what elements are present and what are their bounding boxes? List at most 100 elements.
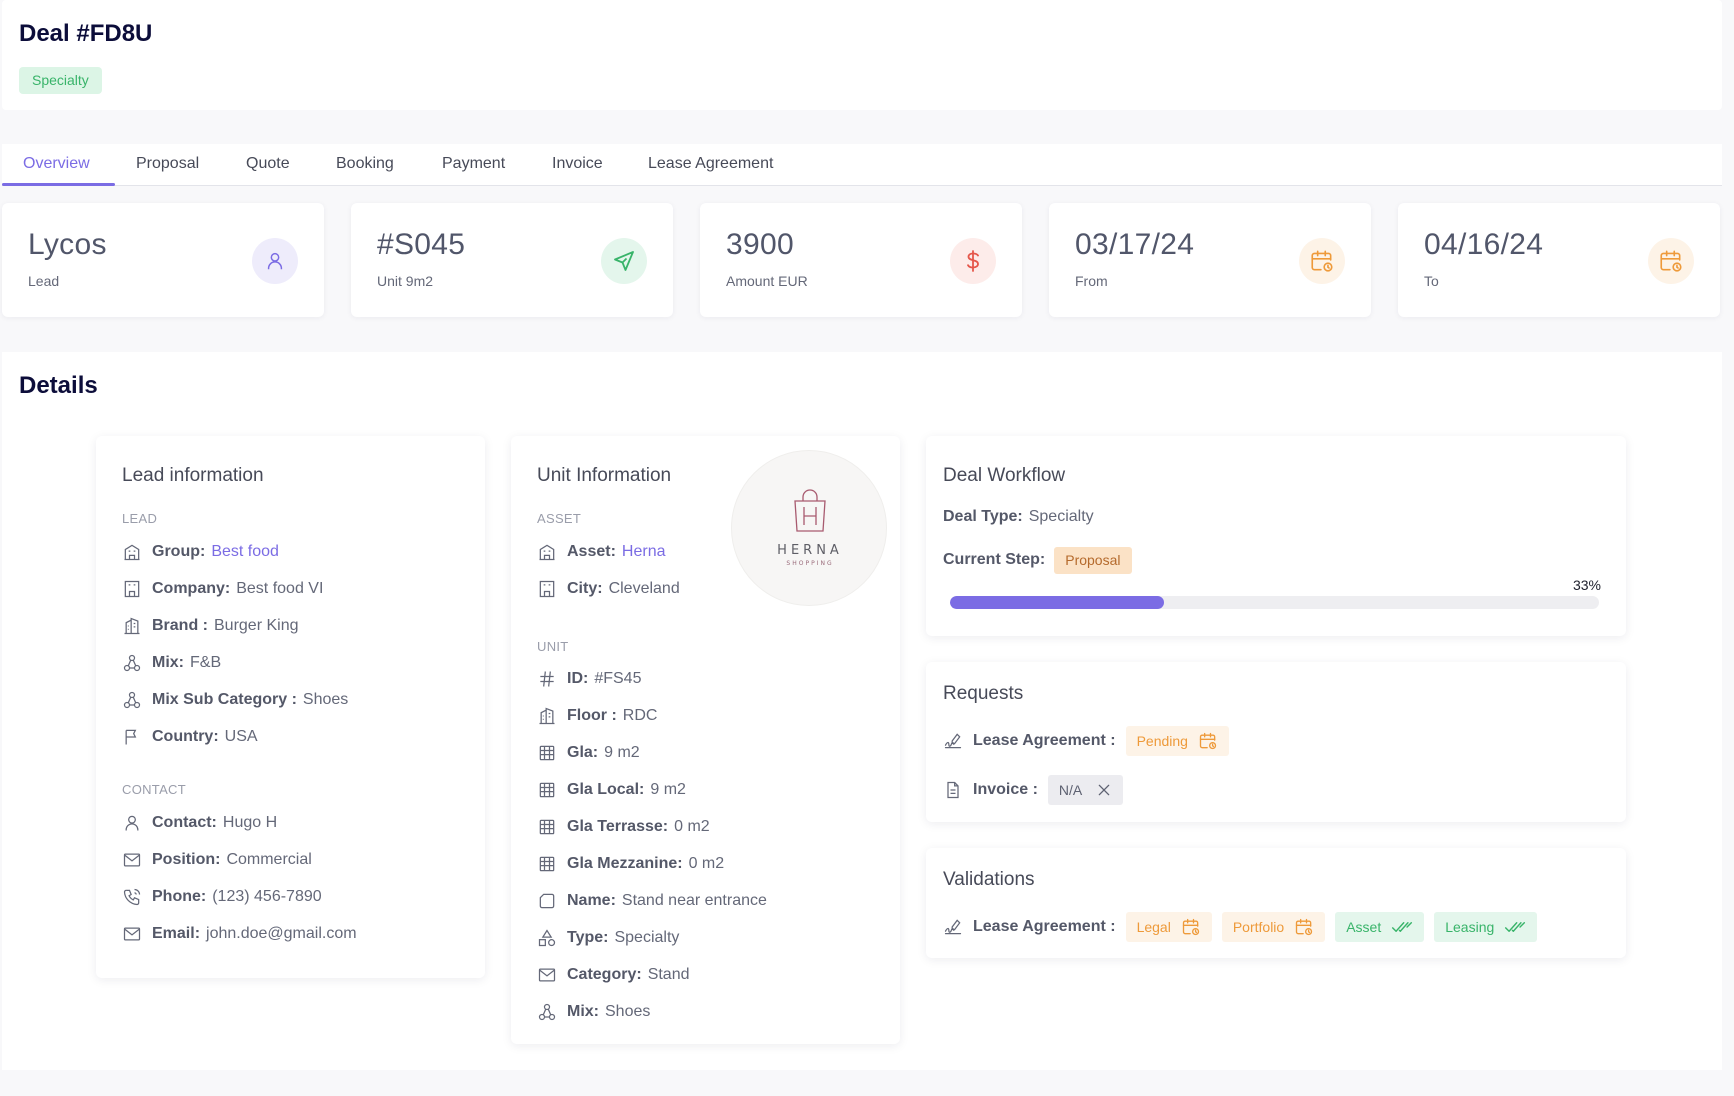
unit-row-mix: Mix: Shoes — [537, 1000, 650, 1024]
lead-row-group: Group: Best food — [122, 540, 279, 564]
deal-workflow-card: Deal Workflow Deal Type: Specialty Curre… — [926, 436, 1626, 636]
logo-subtitle: SHOPPING — [786, 560, 834, 567]
validations-card: Validations Lease Agreement : Legal Port… — [926, 848, 1626, 958]
validation-legal[interactable]: Legal — [1125, 912, 1212, 942]
signature-icon — [943, 731, 963, 751]
validation-portfolio[interactable]: Portfolio — [1221, 912, 1326, 942]
mail-icon — [122, 850, 142, 870]
unit-row-gla-mezzanine: Gla Mezzanine: 0 m2 — [537, 852, 724, 876]
page-title: Deal #FD8U — [19, 20, 153, 47]
unit-row-type: Type: Specialty — [537, 926, 679, 950]
card-title: Lead information — [122, 465, 264, 486]
asset-logo: HERNA SHOPPING — [731, 450, 887, 606]
lead-row-brand: Brand : Burger King — [122, 614, 299, 638]
request-row-invoice: Invoice : N/A — [943, 774, 1124, 806]
logo-wordmark: HERNA — [777, 543, 843, 558]
section-label-asset: ASSET — [537, 511, 582, 526]
hash-icon — [537, 669, 557, 689]
grid-icon — [537, 780, 557, 800]
mix-icon — [537, 1002, 557, 1022]
current-step-badge: Proposal — [1054, 546, 1132, 574]
unit-row-id: ID: #FS45 — [537, 667, 641, 691]
stat-value: 03/17/24 — [1075, 228, 1195, 261]
stat-card-amount: 3900 Amount EUR — [700, 203, 1022, 317]
tab-booking[interactable]: Booking — [336, 155, 394, 172]
deal-header: Deal #FD8U Specialty — [2, 0, 1722, 110]
calendar-icon — [1648, 238, 1694, 284]
contact-row-phone: Phone: (123) 456-7890 — [122, 885, 322, 909]
deal-type-badge: Specialty — [19, 67, 102, 94]
double-check-icon — [1391, 918, 1413, 936]
details-panel: Details Lead information LEAD Group: Bes… — [2, 352, 1722, 1070]
calendar-icon — [1294, 917, 1314, 937]
mix-icon — [122, 690, 142, 710]
contact-row-email: Email: john.doe@gmail.com — [122, 922, 357, 946]
asset-row-asset: Asset: Herna — [537, 540, 665, 564]
user-icon — [252, 238, 298, 284]
stat-card-to: 04/16/24 To — [1398, 203, 1720, 317]
stat-label: From — [1075, 273, 1108, 289]
contact-row-name: Contact: Hugo H — [122, 811, 277, 835]
grid-icon — [537, 854, 557, 874]
section-label-lead: LEAD — [122, 511, 158, 526]
double-check-icon — [1504, 918, 1526, 936]
unit-row-category: Category: Stand — [537, 963, 690, 987]
lead-row-mix-sub-category: Mix Sub Category : Shoes — [122, 688, 348, 712]
shapes-icon — [537, 928, 557, 948]
asset-row-city: City: Cleveland — [537, 577, 680, 601]
mail-icon — [122, 924, 142, 944]
requests-card: Requests Lease Agreement : Pending Invoi… — [926, 662, 1626, 822]
grid-icon — [537, 743, 557, 763]
building-icon — [537, 542, 557, 562]
calendar-icon — [1198, 731, 1218, 751]
document-icon — [943, 780, 963, 800]
card-title: Deal Workflow — [943, 465, 1066, 486]
stat-label: To — [1424, 273, 1439, 289]
send-icon — [601, 238, 647, 284]
phone-icon — [122, 887, 142, 907]
stat-card-lead: Lycos Lead — [2, 203, 324, 317]
tab-overview[interactable]: Overview — [23, 155, 90, 172]
details-title: Details — [19, 372, 98, 399]
calendar-icon — [1181, 917, 1201, 937]
stat-value: Lycos — [28, 228, 107, 261]
tag-icon — [537, 891, 557, 911]
unit-row-floor: Floor : RDC — [537, 704, 657, 728]
group-link[interactable]: Best food — [211, 543, 279, 560]
unit-row-gla-local: Gla Local: 9 m2 — [537, 778, 686, 802]
user-icon — [122, 813, 142, 833]
unit-information-card: Unit Information HERNA SHOPPING ASSET As… — [511, 436, 900, 1044]
shopping-bag-icon — [794, 489, 826, 532]
progress-bar — [950, 596, 1599, 609]
validation-leasing[interactable]: Leasing — [1434, 912, 1538, 942]
validation-asset[interactable]: Asset — [1335, 912, 1425, 942]
lead-row-company: Company: Best food VI — [122, 577, 323, 601]
section-label-unit: UNIT — [537, 639, 569, 654]
asset-link[interactable]: Herna — [621, 543, 666, 560]
tab-proposal[interactable]: Proposal — [136, 155, 200, 172]
active-tab-indicator — [2, 183, 115, 186]
stat-value: #S045 — [377, 228, 466, 261]
unit-row-gla-terrasse: Gla Terrasse: 0 m2 — [537, 815, 710, 839]
unit-row-gla: Gla: 9 m2 — [537, 741, 640, 765]
progress-percent: 33% — [1572, 577, 1601, 593]
stat-label: Amount EUR — [726, 273, 808, 289]
office-icon — [537, 579, 557, 599]
stat-label: Lead — [28, 273, 60, 289]
mail-icon — [537, 965, 557, 985]
tab-lease-agreement[interactable]: Lease Agreement — [648, 155, 774, 172]
tab-payment[interactable]: Payment — [442, 155, 506, 172]
office-icon — [122, 579, 142, 599]
tab-quote[interactable]: Quote — [246, 155, 290, 172]
stat-value: 3900 — [726, 228, 794, 261]
section-label-contact: CONTACT — [122, 782, 186, 797]
mix-icon — [122, 653, 142, 673]
lead-row-mix: Mix: F&B — [122, 651, 221, 675]
validation-row-lease-agreement: Lease Agreement : Legal Portfolio Asset … — [943, 911, 1538, 943]
invoice-request-status[interactable]: N/A — [1047, 775, 1124, 805]
tab-invoice[interactable]: Invoice — [552, 155, 603, 172]
lease-request-status[interactable]: Pending — [1125, 726, 1229, 756]
card-title: Validations — [943, 869, 1035, 890]
workflow-row-deal-type: Deal Type: Specialty — [943, 508, 1094, 525]
stat-card-unit: #S045 Unit 9m2 — [351, 203, 673, 317]
